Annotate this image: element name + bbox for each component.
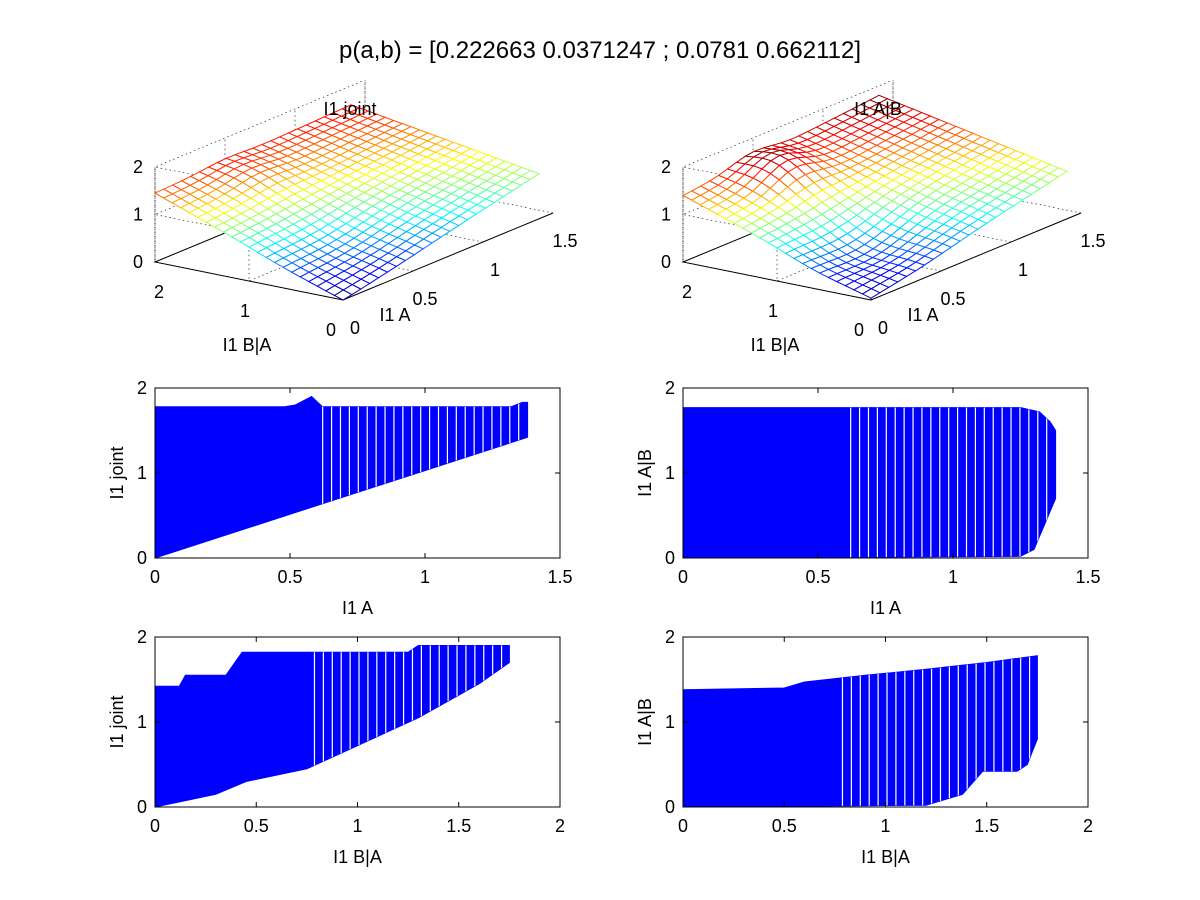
x-tick-label: 1.5 [552,231,577,251]
x-tick-label: 1.5 [1080,231,1105,251]
y-tick-label: 2 [682,282,692,302]
y-tick-label: 2 [665,627,675,647]
surface-cell [520,169,541,180]
x-tick-label: 0 [878,318,888,338]
x-tick-label: 1 [420,567,430,587]
surface-cell [1048,167,1069,178]
x-tick-label: 1.5 [446,816,471,836]
y-tick-label: 2 [665,378,675,398]
x-tick-label: 0 [678,567,688,587]
grid-line [154,167,344,301]
y-axis-label: I1 B|A [751,335,800,355]
y-tick-label: 1 [768,301,778,321]
x-tick-label: 1.5 [547,567,572,587]
axis-x-line [870,212,1082,301]
axis-x-line [342,212,554,301]
z-tick-label: 0 [661,252,671,272]
subplot-title: I1 joint [323,99,376,119]
data-region [682,407,1057,559]
subplot-title: I1 A|B [854,99,902,119]
x-tick-label: 2 [1083,816,1093,836]
x-tick-label: 1 [490,260,500,280]
x-tick-label: 1 [880,816,890,836]
figure-title: p(a,b) = [0.222663 0.0371247 ; 0.0781 0.… [339,37,861,64]
x-tick-label: 0.5 [805,567,830,587]
y-tick-label: 0 [137,797,147,817]
x-tick-label: 1.5 [1075,567,1100,587]
y-tick-label: 1 [665,712,675,732]
y-axis-label: I1 joint [107,446,127,499]
x-axis-label: I1 B|A [861,847,910,867]
y-tick-label: 0 [326,320,336,340]
y-tick-label: 0 [665,797,675,817]
y-tick-label: 0 [665,548,675,568]
x-tick-label: 1.5 [974,816,999,836]
y-tick-label: 1 [240,301,250,321]
y-tick-label: 1 [137,712,147,732]
y-tick-label: 1 [137,463,147,483]
scatter-plot-6: 0 0.5 1 1.5 2 0 1 2 I1 B|A I1 A|B [635,627,1093,867]
y-axis-label: I1 joint [107,695,127,748]
y-tick-label: 1 [665,463,675,483]
y-axis-label: I1 B|A [223,335,272,355]
z-tick-label: 0 [133,252,143,272]
x-tick-label: 0.5 [940,289,965,309]
x-tick-label: 2 [555,816,565,836]
x-axis-label: I1 B|A [333,847,382,867]
x-tick-label: 0.5 [277,567,302,587]
y-tick-label: 0 [137,548,147,568]
x-tick-label: 0.5 [772,816,797,836]
x-tick-label: 0 [150,816,160,836]
x-axis-label: I1 A [379,305,410,325]
x-tick-label: 0 [150,567,160,587]
x-tick-label: 0.5 [244,816,269,836]
x-tick-label: 1 [352,816,362,836]
x-tick-label: 0 [678,816,688,836]
y-tick-label: 2 [137,378,147,398]
y-tick-label: 0 [854,320,864,340]
x-axis-label: I1 A [342,598,373,618]
scatter-plot-4: 0 0.5 1 1.5 0 1 2 I1 A I1 A|B [635,378,1101,618]
x-tick-label: 1 [948,567,958,587]
scatter-plot-3: 0 0.5 1 1.5 0 1 2 I1 A I1 joint [107,378,573,618]
z-tick-label: 1 [661,205,671,225]
y-axis-label: I1 A|B [635,449,655,497]
z-tick-label: 2 [661,157,671,177]
scatter-plot-5: 0 0.5 1 1.5 2 0 1 2 I1 B|A I1 joint [107,627,565,867]
y-tick-label: 2 [137,627,147,647]
x-tick-label: 0.5 [412,289,437,309]
z-tick-label: 2 [133,157,143,177]
grid-line [682,167,872,301]
y-tick-label: 2 [154,282,164,302]
x-tick-label: 0 [350,318,360,338]
y-axis-label: I1 A|B [635,698,655,746]
x-axis-label: I1 A [870,598,901,618]
z-tick-label: 1 [133,205,143,225]
x-tick-label: 1 [1018,260,1028,280]
x-axis-label: I1 A [907,305,938,325]
